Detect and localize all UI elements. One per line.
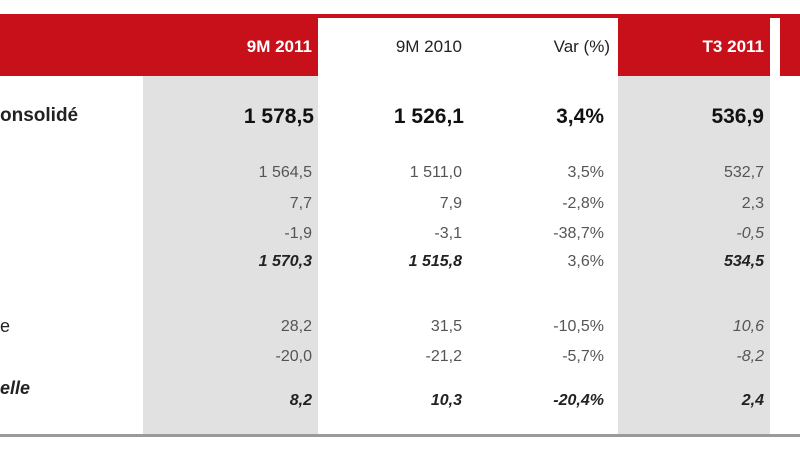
cell-9m2011: 28,2 xyxy=(280,318,312,335)
cell-9m2010: 31,5 xyxy=(430,318,462,335)
header-t3-2011: T3 2011 xyxy=(618,18,770,76)
column-shade-t3-2011 xyxy=(618,76,770,434)
cell-var: 3,4% xyxy=(556,105,604,128)
cell-9m2011: -20,0 xyxy=(275,348,312,365)
cell-9m2011: 7,7 xyxy=(289,195,312,212)
cell-var: -10,5% xyxy=(553,318,604,335)
cell-t32011: 2,4 xyxy=(741,392,764,409)
header-var-percent: Var (%) xyxy=(468,18,618,76)
header-top-rule xyxy=(0,14,800,18)
row-label-r8: elle xyxy=(0,378,31,398)
cell-9m2010: 1 511,0 xyxy=(409,164,462,181)
header-next-cell xyxy=(780,18,800,76)
cell-t32011: -8,2 xyxy=(736,348,764,365)
header-9m-2011: 9M 2011 xyxy=(143,18,318,76)
table-header: 9M 2011 9M 2010 Var (%) T3 2011 xyxy=(0,18,800,76)
header-label-cell xyxy=(0,18,143,76)
cell-var: -38,7% xyxy=(553,225,604,242)
row-label-consolidated: onsolidé xyxy=(0,105,79,126)
cell-9m2010: 1 526,1 xyxy=(393,105,464,128)
cell-var: 3,5% xyxy=(567,164,604,181)
cell-var: -2,8% xyxy=(562,195,604,212)
cell-9m2011: -1,9 xyxy=(284,225,312,242)
cell-t32011: 10,6 xyxy=(732,318,764,335)
cell-var: -5,7% xyxy=(562,348,604,365)
cell-9m2010: 10,3 xyxy=(430,392,462,409)
cell-9m2010: -21,2 xyxy=(425,348,462,365)
cell-9m2011: 1 564,5 xyxy=(258,164,312,181)
cell-9m2011: 1 578,5 xyxy=(243,105,314,128)
cell-9m2010: -3,1 xyxy=(434,225,462,242)
row-label-r6: e xyxy=(0,316,11,336)
cell-9m2011: 1 570,3 xyxy=(258,253,312,270)
cell-t32011: 536,9 xyxy=(711,105,764,128)
cell-t32011: 2,3 xyxy=(741,195,764,212)
table-bottom-rule xyxy=(0,434,800,437)
cell-t32011: 532,7 xyxy=(723,164,764,181)
cell-t32011: -0,5 xyxy=(736,225,764,242)
cell-var: -20,4% xyxy=(553,392,604,409)
header-9m-2010: 9M 2010 xyxy=(318,18,468,76)
column-shade-9m-2011 xyxy=(143,76,318,434)
cell-9m2011: 8,2 xyxy=(289,392,312,409)
cell-9m2010: 7,9 xyxy=(439,195,462,212)
cell-9m2010: 1 515,8 xyxy=(408,253,462,270)
cell-var: 3,6% xyxy=(567,253,604,270)
cell-t32011: 534,5 xyxy=(723,253,764,270)
